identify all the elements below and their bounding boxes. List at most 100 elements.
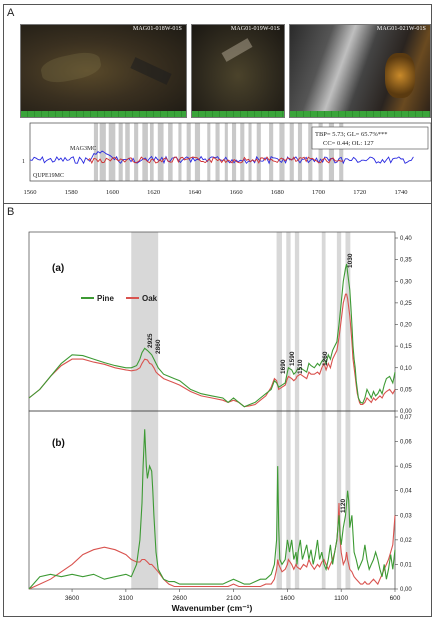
ftir-band-3	[294, 232, 300, 589]
annotation-1260: 1260	[322, 351, 329, 366]
dendro-band-4	[125, 123, 130, 181]
ftir-y-tick-0-0: 0,00	[400, 409, 412, 415]
ftir-band-0	[131, 232, 159, 589]
ftir-x-tick-2600: 2600	[172, 595, 187, 602]
ftir-panel-b-frame	[28, 410, 396, 590]
dendro-band-22	[289, 123, 294, 181]
dendro-stats-line2: CC= 0.44; OL: 127	[323, 140, 374, 147]
ftir-y-tick-1-7: 0,07	[400, 415, 412, 421]
annotation-1590: 1590	[289, 351, 296, 366]
dendro-x-tick-1700: 1700	[312, 189, 325, 196]
ftir-panel-a-label: (a)	[52, 263, 64, 274]
ftir-y-tick-1-5: 0,05	[400, 464, 412, 470]
dendro-band-16	[231, 123, 237, 181]
ftir-x-tick-1600: 1600	[280, 595, 295, 602]
ftir-x-tick-600: 600	[390, 595, 401, 602]
dendro-bands	[93, 123, 344, 181]
dendro-label-mag3mc: MAG3MC	[70, 146, 96, 152]
ftir-y-tick-0-5: 0,25	[400, 301, 412, 307]
photo-label-1: MAG01-018W-01S	[132, 26, 182, 32]
annotation-1510: 1510	[297, 359, 304, 374]
dendro-x-tick-1680: 1680	[271, 189, 284, 196]
dendro-x-tick-1740: 1740	[395, 189, 408, 196]
dendro-band-10	[178, 123, 182, 181]
ftir-y-tick-0-6: 0,30	[400, 279, 412, 285]
ftir-series-pine-panel-1	[28, 429, 396, 590]
photo-texture-4	[385, 53, 415, 98]
ftir-y-tick-1-2: 0,02	[400, 538, 412, 544]
wood-sample-photo-2: MAG01-019W-01S	[191, 24, 285, 118]
ftir-series-pine-panel-0	[28, 263, 396, 408]
figure-frame-b	[3, 203, 432, 617]
ftir-lines	[28, 263, 396, 590]
dendro-band-23	[297, 123, 303, 181]
wood-sample-photo-3: MAG01-021W-01S	[289, 24, 431, 118]
dendro-band-17	[240, 123, 245, 181]
dendro-plot-frame	[29, 122, 432, 182]
dendro-band-7	[149, 123, 154, 181]
ftir-band-5	[336, 232, 342, 589]
photo-label-2: MAG01-019W-01S	[230, 26, 280, 32]
dendro-band-1	[99, 123, 106, 181]
scale-ruler-3	[290, 111, 430, 117]
ftir-series-oak-panel-1	[28, 502, 396, 590]
dendro-band-0	[93, 123, 99, 181]
dendro-band-21	[279, 123, 285, 181]
ftir-series-oak-panel-0	[28, 293, 396, 408]
ftir-y-tick-1-1: 0,01	[400, 562, 412, 568]
ftir-x-ticks: 3600 3100 2600 2100 1600 1100 600	[65, 589, 401, 602]
ftir-band-6	[345, 232, 351, 589]
legend-oak-label: Oak	[142, 294, 158, 303]
dendro-x-tick-1600: 1600	[106, 189, 119, 196]
dendro-chart: MAG3MC QUPE19MC 1 TBP= 5.73; GL= 65.7%**…	[22, 122, 432, 196]
panel-label-a: A	[7, 7, 15, 19]
ftir-y-tick-1-0: 0,00	[400, 587, 412, 593]
ftir-bands	[131, 232, 351, 589]
ftir-x-tick-3600: 3600	[65, 595, 80, 602]
dendro-band-11	[186, 123, 191, 181]
ftir-band-1	[276, 232, 282, 589]
dendro-band-25	[318, 123, 323, 181]
dendro-band-2	[108, 123, 116, 181]
legend-pine-label: Pine	[97, 294, 114, 303]
annotation-1120: 1120	[340, 499, 347, 513]
ftir-x-tick-2100: 2100	[226, 595, 241, 602]
ftir-y-tick-0-1: 0,05	[400, 387, 412, 393]
ftir-band-2	[286, 232, 291, 589]
dendro-x-tick-1720: 1720	[353, 189, 366, 196]
photo-label-3: MAG01-021W-01S	[376, 26, 426, 32]
dendro-band-20	[269, 123, 274, 181]
ftir-y-tick-0-3: 0,15	[400, 344, 412, 350]
scale-ruler-2	[192, 111, 284, 117]
wood-sample-photo-1: MAG01-018W-01S	[20, 24, 187, 118]
annotation-2925: 2925	[147, 333, 154, 348]
dendro-band-6	[142, 123, 148, 181]
dendro-x-tick-1580: 1580	[65, 189, 78, 196]
dendro-stats-line1: TBP= 5.73; GL= 65.7%***	[315, 131, 388, 138]
dendro-band-13	[207, 123, 211, 181]
ftir-y-tick-1-6: 0,06	[400, 440, 412, 446]
ftir-x-tick-3100: 3100	[119, 595, 134, 602]
annotation-1690: 1690	[280, 359, 287, 374]
dendro-band-24	[308, 123, 313, 181]
dendro-x-tick-1620: 1620	[147, 189, 160, 196]
ftir-y-ticks: 0,00 0,05 0,10 0,15 0,20 0,25 0,30 0,35 0,40 0,00…	[395, 236, 412, 593]
ftir-y-tick-0-7: 0,35	[400, 258, 412, 264]
dendro-band-19	[256, 123, 261, 181]
ftir-y-tick-1-3: 0,03	[400, 513, 412, 519]
annotation-1030: 1030	[347, 253, 354, 268]
dendro-y-tick: 1	[22, 159, 25, 165]
annotation-2860: 2860	[155, 339, 162, 354]
ftir-y-tick-0-2: 0,10	[400, 366, 412, 372]
dendro-x-tick-1660: 1660	[230, 189, 243, 196]
dendro-stats-box	[311, 126, 429, 150]
ftir-x-tick-1100: 1100	[334, 595, 348, 602]
dendro-label-qupe19mc: QUPE19MC	[33, 173, 64, 179]
ftir-panel-b-label: (b)	[52, 438, 65, 449]
ftir-y-tick-0-8: 0,40	[400, 236, 412, 242]
ftir-y-tick-0-4: 0,20	[400, 323, 412, 329]
dendro-band-15	[224, 123, 228, 181]
scale-ruler-1	[21, 111, 186, 117]
dendro-band-26	[328, 123, 335, 181]
